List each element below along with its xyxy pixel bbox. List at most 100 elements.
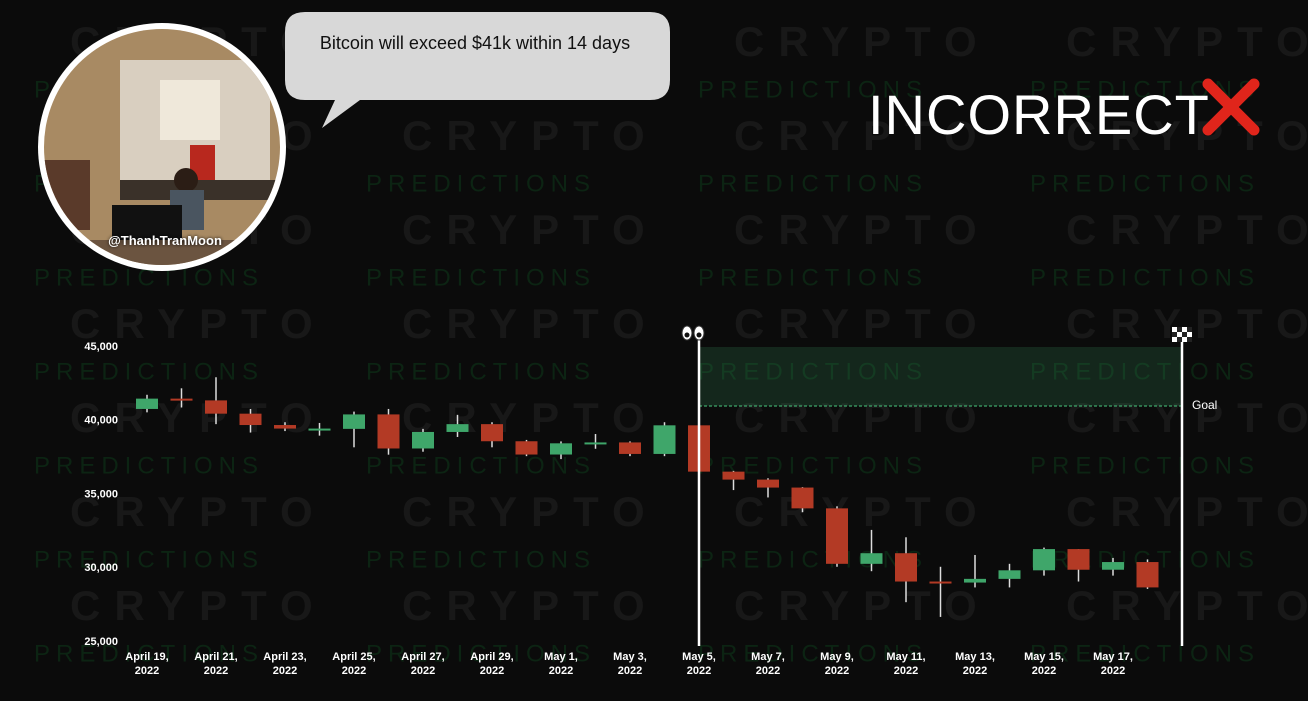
flag-icon [1172,327,1177,332]
watermark-word: CRYPTO [1066,18,1308,65]
watermark-word: CRYPTO [70,582,327,629]
watermark-subword: PREDICTIONS [698,640,928,667]
verdict: INCORRECT [868,83,1210,146]
watermark-word: CRYPTO [70,394,327,441]
watermark-word: CRYPTO [734,112,991,159]
candle-body [515,441,538,455]
watermark-subword: PREDICTIONS [366,546,596,573]
watermark-word: CRYPTO [402,582,659,629]
candle-body [929,581,952,584]
candle-body [274,425,296,429]
watermark-subword: PREDICTIONS [1030,170,1260,197]
watermark-word: CRYPTO [70,488,327,535]
watermark-subword: PREDICTIONS [366,358,596,385]
flag-icon [1187,327,1192,332]
x-tick-label: April 27, 2022 [401,651,445,677]
x-tick-label: May 15, 2022 [1024,651,1064,677]
watermark-subword: PREDICTIONS [366,640,596,667]
x-tick-label: May 17, 2022 [1093,651,1133,677]
goal-label: Goal [1192,398,1217,412]
candle-body [584,442,607,445]
flag-icon [1182,332,1187,337]
candle-body [1067,549,1090,570]
candle-body [826,508,848,564]
watermark-word: CRYPTO [1066,488,1308,535]
x-tick-label: May 3, 2022 [613,651,647,677]
watermark: CRYPTO PREDICTIONS CRYPTO PREDICTIONS CRYPTO… [34,18,1308,667]
candle-body [377,414,400,449]
watermark-subword: PREDICTIONS [698,170,928,197]
watermark-subword: PREDICTIONS [1030,640,1260,667]
x-tick-label: May 9, 2022 [820,651,854,677]
flag-icon [1182,327,1187,332]
candle-body [791,487,814,509]
watermark-subword: PREDICTIONS [34,546,264,573]
watermark-subword: PREDICTIONS [366,264,596,291]
y-tick-label: 25,000 [84,636,118,648]
y-tick-label: 40,000 [84,415,118,427]
watermark-subword: PREDICTIONS [698,76,928,103]
x-tick-label: May 7, 2022 [751,651,785,677]
flag-icon [1177,337,1182,342]
candle-body [1136,562,1159,588]
watermark-word: CRYPTO [734,394,991,441]
watermark-subword: PREDICTIONS [1030,452,1260,479]
watermark-word: CRYPTO [402,300,659,347]
candle-body [1033,549,1055,571]
candle-body [412,431,434,449]
x-tick-label: April 25, 2022 [332,651,376,677]
candle-body [757,479,779,488]
eyes-icon [696,332,702,338]
watermark-word: CRYPTO [402,394,659,441]
watermark-word: CRYPTO [734,488,991,535]
x-tick-label: April 21, 2022 [194,651,238,677]
flag-icon [1182,337,1187,342]
watermark-word: CRYPTO [734,206,991,253]
candle-body [481,424,503,442]
candle-body [860,553,883,564]
x-tick-label: April 19, 2022 [125,651,169,677]
x-tick-label: May 1, 2022 [544,651,578,677]
watermark-subword: PREDICTIONS [698,264,928,291]
watermark-word: CRYPTO [1066,582,1308,629]
handle: @ThanhTranMoon [108,233,222,248]
candle-body [343,414,365,429]
flag-icon [1177,327,1182,332]
candle-body [1102,562,1124,570]
prediction-zone [699,347,1182,406]
y-tick-label: 35,000 [84,488,118,500]
watermark-word: CRYPTO [1066,394,1308,441]
watermark-word: CRYPTO [1066,206,1308,253]
candle-body [619,442,641,454]
candle-body [136,398,158,409]
candle-body [964,578,986,583]
watermark-subword: PREDICTIONS [1030,358,1260,385]
flag-icon [1187,332,1192,337]
avatar-photo [44,29,280,265]
candle-body [205,400,227,414]
watermark-word: CRYPTO [1066,112,1308,159]
watermark-word: CRYPTO [734,582,991,629]
flag-icon [1177,332,1182,337]
watermark-word: CRYPTO [70,300,327,347]
candle-body [895,553,917,582]
flag-icon [1172,337,1177,342]
watermark-subword: PREDICTIONS [698,358,928,385]
x-tick-label: May 13, 2022 [955,651,995,677]
watermark-word: CRYPTO [734,300,991,347]
y-tick-label: 45,000 [84,341,118,353]
candle-body [308,428,331,431]
flag-icon [1172,332,1177,337]
candle-body [239,413,262,426]
speech-bubble [285,12,670,128]
x-tick-label: May 5, 2022 [682,651,716,677]
watermark-word: CRYPTO [734,18,991,65]
candle-body [446,424,469,432]
candle-body [550,443,572,455]
watermark-subword: PREDICTIONS [1030,264,1260,291]
x-tick-label: April 23, 2022 [263,651,307,677]
watermark-subword: PREDICTIONS [34,452,264,479]
candle-body [722,471,745,480]
watermark-word: CRYPTO [402,112,659,159]
